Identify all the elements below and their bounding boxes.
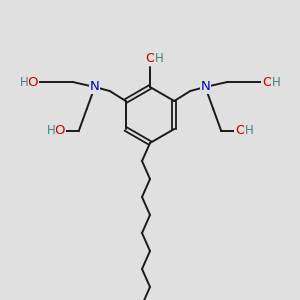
Text: O: O xyxy=(235,124,245,137)
Text: N: N xyxy=(200,80,210,94)
Text: H: H xyxy=(245,124,254,137)
Text: H: H xyxy=(154,52,164,64)
Text: H: H xyxy=(46,124,55,137)
Text: O: O xyxy=(146,52,156,64)
Text: O: O xyxy=(55,124,65,137)
Text: H: H xyxy=(272,76,280,88)
Text: O: O xyxy=(262,76,272,88)
Text: O: O xyxy=(28,76,38,88)
Text: H: H xyxy=(20,76,28,88)
Text: N: N xyxy=(90,80,100,94)
